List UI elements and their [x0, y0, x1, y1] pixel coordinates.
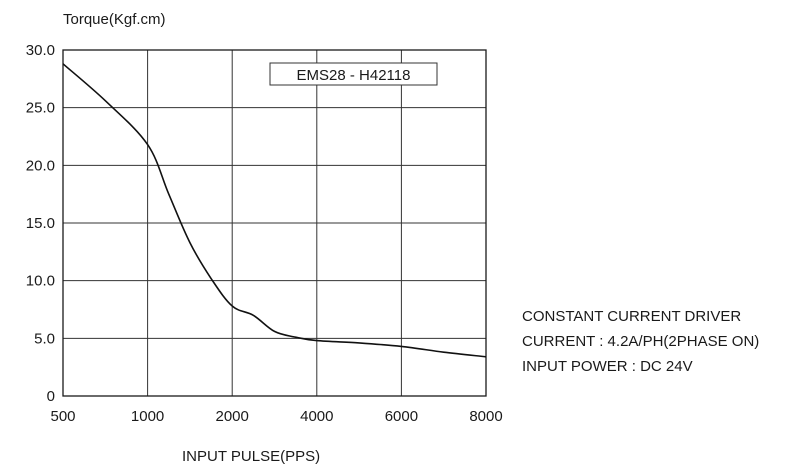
- y-axis-ticks: 0 5.0 10.0 15.0 20.0 25.0 30.0: [26, 42, 55, 405]
- y-tick-label: 30.0: [26, 42, 55, 59]
- x-axis-title: INPUT PULSE(PPS): [182, 448, 320, 465]
- x-tick-label: 1000: [131, 408, 164, 425]
- driver-notes: CONSTANT CURRENT DRIVER CURRENT : 4.2A/P…: [522, 308, 759, 375]
- x-axis-ticks: 500 1000 2000 4000 6000 8000: [50, 408, 502, 425]
- y-axis-title: Torque(Kgf.cm): [63, 11, 166, 28]
- note-driver: CONSTANT CURRENT DRIVER: [522, 308, 741, 325]
- torque-curve-line: [62, 63, 487, 358]
- x-tick-label: 6000: [385, 408, 418, 425]
- y-tick-label: 20.0: [26, 157, 55, 174]
- y-tick-label: 15.0: [26, 215, 55, 232]
- x-tick-label: 500: [50, 408, 75, 425]
- x-tick-label: 2000: [216, 408, 249, 425]
- note-power: INPUT POWER : DC 24V: [522, 358, 693, 375]
- y-tick-label: 5.0: [34, 330, 55, 347]
- note-current: CURRENT : 4.2A/PH(2PHASE ON): [522, 333, 759, 350]
- y-tick-label: 0: [47, 388, 55, 405]
- legend-box: [269, 62, 438, 86]
- legend-label: EMS28 - H42118: [297, 67, 411, 84]
- y-tick-label: 10.0: [26, 273, 55, 290]
- x-tick-label: 8000: [469, 408, 502, 425]
- grid-lines: [62, 49, 487, 397]
- plot-frame: [62, 49, 487, 397]
- y-tick-label: 25.0: [26, 100, 55, 117]
- x-tick-label: 4000: [300, 408, 333, 425]
